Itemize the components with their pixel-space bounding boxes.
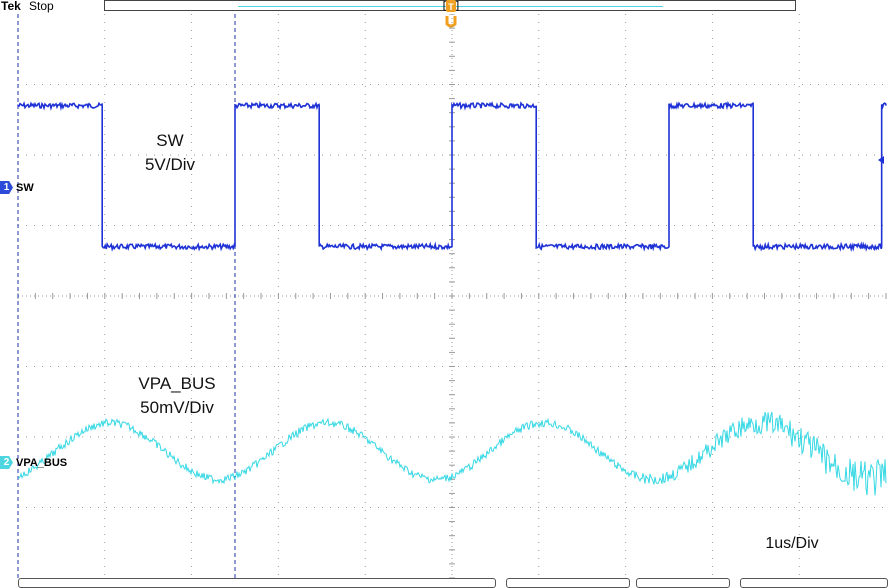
svg-text:T: T: [448, 2, 454, 12]
vpa-scale-text: 50mV/Div: [140, 398, 214, 417]
readout-tab-1[interactable]: [18, 578, 496, 588]
trigger-position-icon[interactable]: T: [445, 0, 457, 34]
trigger-level-icon: [878, 156, 884, 164]
waveform-display[interactable]: [0, 14, 889, 578]
channel-1-number: 1: [0, 181, 13, 194]
timebase-annotation: 1us/Div: [765, 535, 819, 552]
sw-waveform: [17, 100, 887, 253]
readout-tab-4[interactable]: [740, 578, 888, 588]
brand-logo: Tek: [1, 0, 21, 13]
channel-2-number: 2: [0, 456, 13, 469]
channel-2-marker[interactable]: 2 VPA_BUS: [0, 456, 67, 469]
channel-1-label: SW: [16, 181, 34, 194]
sw-name-text: SW: [156, 131, 184, 150]
sw-annotation: SW 5V/Div: [140, 129, 200, 177]
readout-tab-3[interactable]: [636, 578, 730, 588]
acquisition-status: Stop: [29, 0, 54, 13]
channel-2-label: VPA_BUS: [16, 456, 68, 469]
vpa-bus-waveform: [17, 411, 887, 496]
bottom-readout-tabs: [0, 578, 889, 588]
scope-status-bar: Tek Stop [ ] T: [0, 0, 889, 28]
channel-1-marker[interactable]: 1 SW: [0, 181, 34, 194]
vpa-annotation: VPA_BUS 50mV/Div: [122, 372, 232, 420]
vpa-name-text: VPA_BUS: [138, 374, 216, 393]
sw-scale-text: 5V/Div: [144, 155, 196, 174]
readout-tab-2[interactable]: [506, 578, 630, 588]
